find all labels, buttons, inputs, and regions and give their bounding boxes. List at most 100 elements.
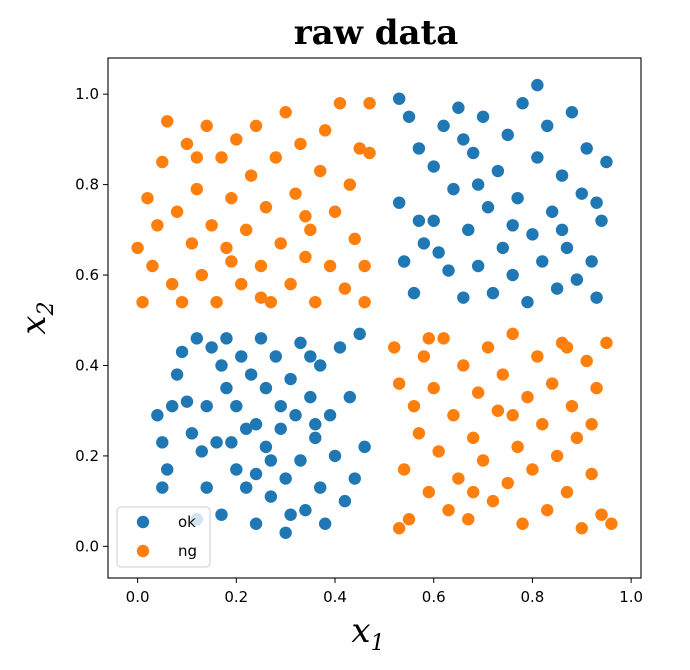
point-ng — [175, 295, 189, 309]
point-ok — [264, 454, 278, 467]
point-ng — [536, 418, 549, 431]
point-ok — [541, 119, 554, 133]
point-ok — [259, 440, 273, 454]
point-ng — [239, 223, 253, 237]
point-ok — [570, 273, 584, 286]
plot-area — [107, 57, 642, 579]
point-ng — [358, 295, 371, 309]
point-ng — [486, 494, 500, 508]
point-ng — [190, 182, 204, 196]
point-ok — [205, 341, 218, 354]
point-ng — [585, 418, 598, 431]
point-ok — [323, 409, 337, 422]
point-ok — [353, 327, 366, 341]
point-ok — [467, 146, 480, 160]
point-ok — [550, 282, 564, 295]
point-ng — [289, 187, 302, 200]
point-ok — [274, 422, 287, 435]
legend-label-ng: ng — [178, 542, 197, 560]
point-ok — [279, 472, 292, 485]
point-ng — [511, 440, 524, 454]
point-ng — [417, 350, 431, 363]
point-ok — [427, 160, 440, 173]
point-ok — [210, 436, 223, 449]
point-ng — [491, 404, 505, 417]
point-ok — [531, 78, 544, 92]
y-axis-label: x2 — [14, 301, 59, 334]
point-ok — [392, 196, 406, 209]
point-ng — [442, 503, 455, 517]
point-ok — [496, 241, 510, 255]
point-ok — [333, 341, 347, 354]
point-ok — [200, 399, 213, 413]
point-ng — [565, 399, 579, 413]
point-ok — [170, 368, 184, 381]
point-ok — [476, 110, 490, 123]
y-tick-label: 1.0 — [75, 85, 99, 103]
point-ng — [269, 151, 282, 164]
point-ng — [545, 377, 559, 390]
point-ng — [328, 205, 342, 218]
point-ng — [200, 119, 213, 133]
y-axis: 0.0 0.2 0.4 0.6 0.8 1.0 — [75, 85, 108, 555]
point-ok — [590, 291, 603, 304]
point-ng — [254, 259, 268, 273]
point-ok — [526, 228, 539, 241]
point-ng — [348, 232, 361, 246]
point-ng — [131, 241, 144, 255]
point-ok — [304, 390, 317, 404]
point-ng — [570, 431, 584, 445]
point-ng — [338, 282, 352, 295]
point-ng — [230, 133, 243, 146]
point-ok — [427, 214, 440, 227]
point-ok — [239, 422, 253, 435]
point-ng — [333, 97, 347, 110]
point-ok — [269, 350, 282, 363]
point-ok — [284, 508, 297, 521]
point-ok — [175, 345, 189, 359]
point-ok — [215, 359, 228, 372]
point-ng — [215, 151, 228, 164]
point-ng — [170, 205, 184, 218]
point-ng — [585, 467, 598, 481]
point-ok — [595, 214, 608, 227]
y-tick-label: 0.4 — [75, 356, 99, 374]
point-ng — [550, 449, 564, 463]
point-ok — [580, 142, 593, 155]
point-ng — [358, 259, 371, 273]
point-ok — [407, 286, 421, 300]
point-ok — [516, 97, 529, 110]
point-ok — [220, 381, 233, 395]
point-ng — [452, 472, 465, 485]
point-ng — [180, 137, 194, 151]
chart-title: raw data — [294, 13, 459, 53]
point-ok — [338, 494, 352, 508]
point-ng — [605, 517, 618, 530]
point-ok — [254, 332, 268, 345]
point-ok — [279, 526, 292, 539]
point-ng — [388, 341, 401, 354]
point-ng — [146, 259, 159, 273]
point-ng — [299, 250, 312, 264]
point-ok — [402, 110, 416, 123]
point-ok — [274, 399, 287, 413]
point-ng — [481, 341, 495, 354]
point-ng — [185, 237, 199, 250]
point-ok — [200, 481, 213, 494]
point-ng — [392, 522, 406, 535]
point-ng — [580, 354, 593, 368]
point-ng — [279, 106, 292, 119]
point-ng — [600, 336, 613, 350]
point-ng — [467, 485, 480, 499]
point-ok — [156, 481, 169, 494]
point-ng — [304, 223, 317, 237]
point-ng — [205, 219, 218, 232]
point-ok — [511, 191, 524, 205]
x-tick-label: 0.0 — [126, 588, 150, 606]
point-ng — [462, 513, 475, 526]
point-ok — [521, 295, 534, 309]
point-ng — [447, 409, 460, 422]
point-ng — [422, 332, 435, 345]
point-ok — [536, 255, 549, 268]
